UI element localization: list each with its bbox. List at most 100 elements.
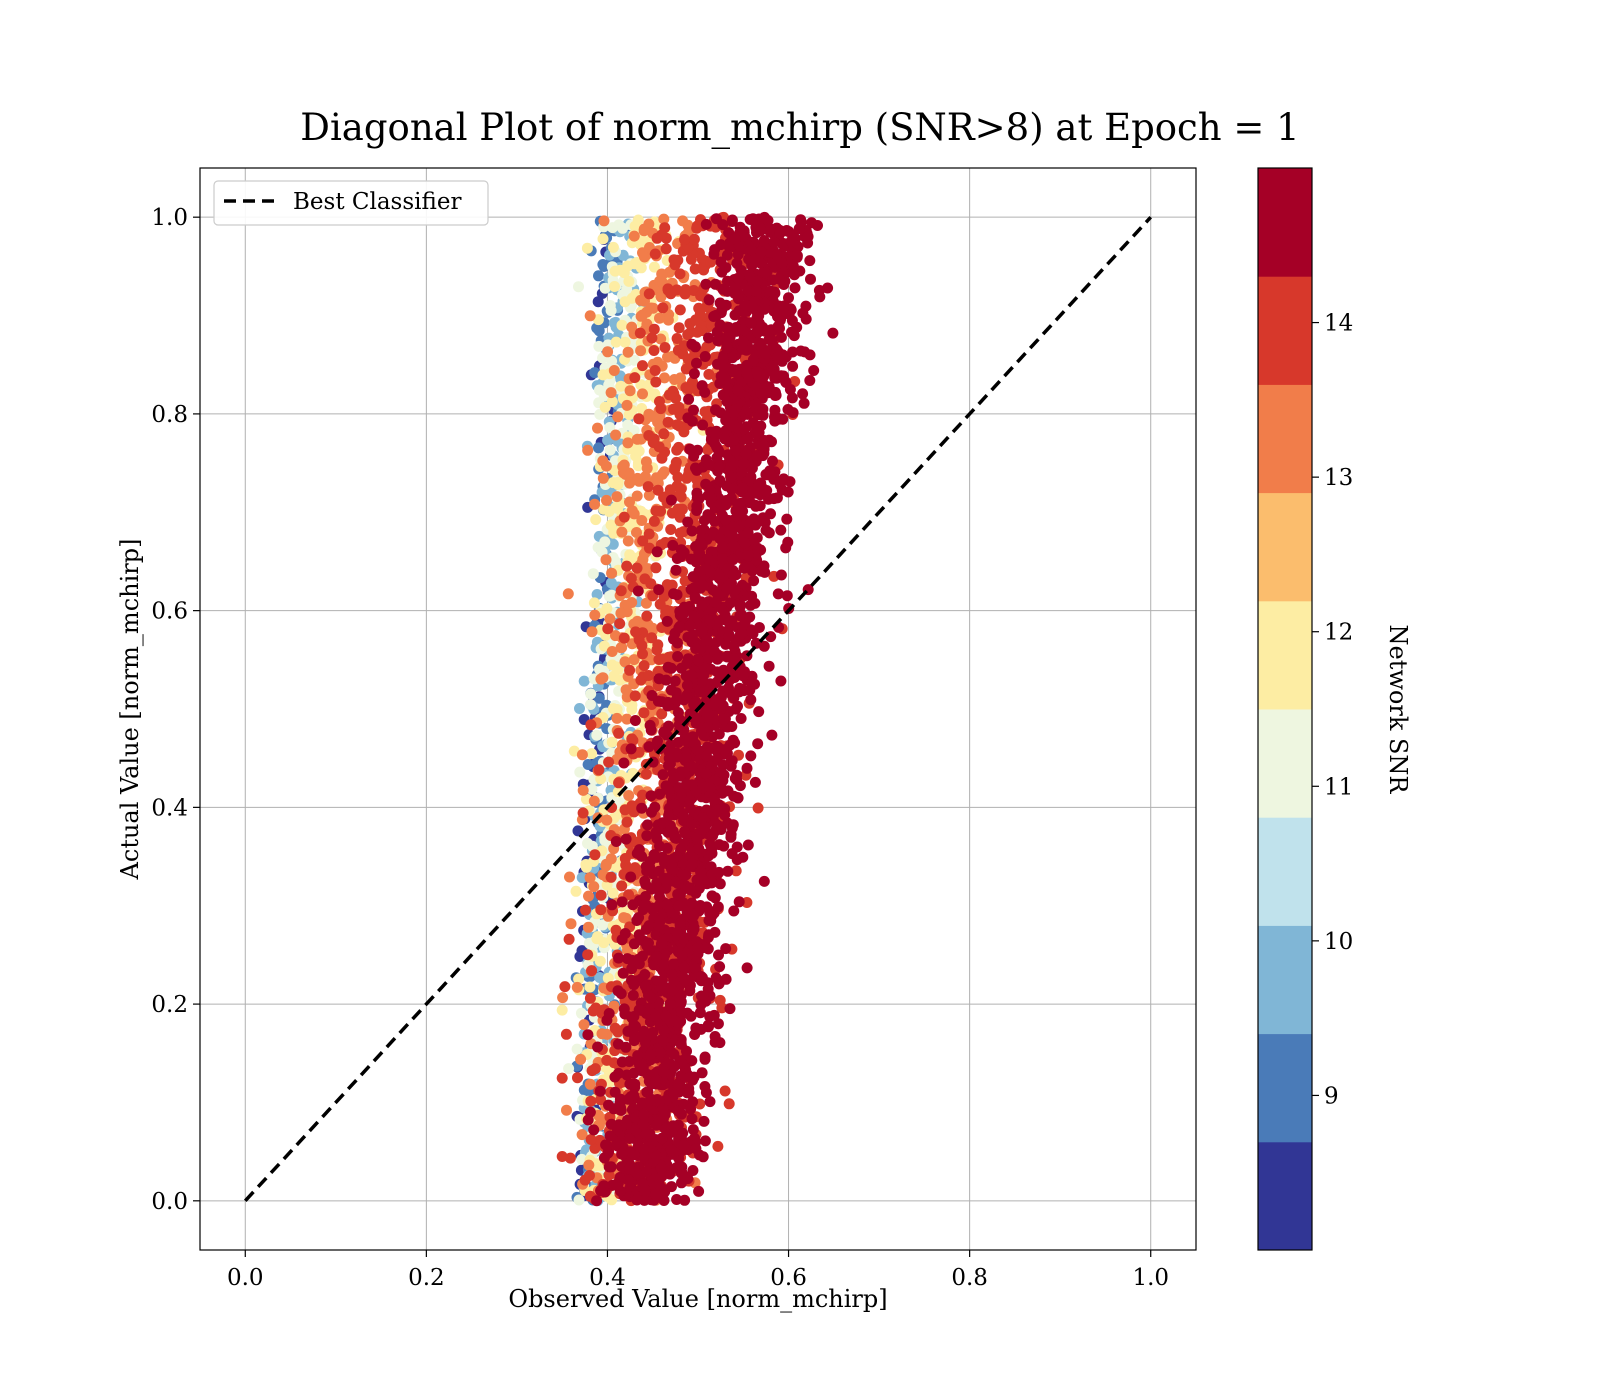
scatter-point xyxy=(621,399,633,411)
scatter-point xyxy=(582,921,594,933)
scatter-point xyxy=(759,211,770,223)
colorbar-frame xyxy=(1257,167,1313,1251)
scatter-point xyxy=(632,214,644,226)
scatter-point xyxy=(586,783,598,795)
scatter-point xyxy=(592,296,604,308)
scatter-point xyxy=(647,904,659,916)
scatter-point xyxy=(584,981,596,993)
scatter-point xyxy=(703,294,715,306)
scatter-point xyxy=(657,1113,669,1125)
scatter-point xyxy=(654,396,665,407)
scatter-point xyxy=(638,660,650,672)
scatter-point xyxy=(759,347,771,359)
scatter-point xyxy=(672,1078,684,1090)
scatter-point xyxy=(676,950,688,962)
scatter-point xyxy=(753,622,765,633)
scatter-point xyxy=(592,1041,604,1053)
scatter-point xyxy=(703,332,714,344)
scatter-point xyxy=(597,672,609,684)
scatter-point xyxy=(594,955,606,967)
scatter-point xyxy=(673,900,685,912)
scatter-point xyxy=(679,288,691,300)
scatter-point xyxy=(729,445,741,457)
scatter-point xyxy=(642,819,653,831)
scatter-point xyxy=(688,233,700,245)
scatter-point xyxy=(715,256,727,268)
scatter-point xyxy=(643,741,655,753)
scatter-point xyxy=(578,675,590,687)
scatter-point xyxy=(602,346,614,358)
scatter-point xyxy=(685,859,697,870)
scatter-point xyxy=(640,891,651,902)
scatter-point xyxy=(731,257,743,269)
scatter-point xyxy=(708,1009,720,1021)
scatter-point xyxy=(656,708,668,720)
scatter-point xyxy=(618,757,630,769)
scatter-point xyxy=(702,931,714,943)
scatter-point xyxy=(650,376,662,388)
scatter-point xyxy=(713,949,724,961)
scatter-point xyxy=(719,410,731,422)
scatter-point xyxy=(674,304,686,316)
scatter-point xyxy=(693,882,705,894)
scatter-point xyxy=(656,1132,668,1144)
scatter-point xyxy=(631,490,643,502)
scatter-point xyxy=(742,839,754,851)
scatter-point xyxy=(674,489,686,501)
scatter-point xyxy=(622,535,634,547)
scatter-point xyxy=(728,540,739,552)
scatter-point xyxy=(649,365,661,376)
scatter-point xyxy=(583,890,594,902)
scatter-point xyxy=(633,1004,645,1016)
scatter-point xyxy=(716,1002,728,1014)
scatter-point xyxy=(594,1085,606,1097)
scatter-point xyxy=(609,1022,621,1034)
scatter-point xyxy=(674,770,686,782)
scatter-point xyxy=(645,302,657,314)
scatter-point xyxy=(782,536,794,548)
scatter-point xyxy=(712,741,724,753)
scatter-point xyxy=(610,429,622,441)
scatter-point xyxy=(749,776,761,788)
scatter-point xyxy=(703,368,715,380)
scatter-point xyxy=(741,762,753,774)
scatter-point xyxy=(563,1063,575,1075)
scatter-point xyxy=(648,323,660,335)
scatter-point xyxy=(649,801,661,813)
scatter-point xyxy=(627,989,639,1001)
scatter-point xyxy=(732,792,744,804)
scatter-point xyxy=(617,461,629,473)
scatter-point xyxy=(726,216,738,227)
scatter-point xyxy=(656,452,668,464)
scatter-point xyxy=(747,213,759,225)
scatter-point xyxy=(746,462,758,474)
scatter-point xyxy=(737,851,749,863)
scatter-point xyxy=(763,327,775,339)
scatter-point xyxy=(612,1038,624,1050)
scatter-point xyxy=(600,460,612,472)
scatter-point xyxy=(604,444,616,456)
scatter-point xyxy=(671,333,683,344)
scatter-point xyxy=(614,1093,626,1105)
scatter-point xyxy=(709,793,720,805)
scatter-point xyxy=(704,782,716,794)
scatter-point xyxy=(675,1070,687,1082)
scatter-point xyxy=(732,249,744,261)
scatter-point xyxy=(637,388,648,400)
scatter-point xyxy=(813,284,825,296)
scatter-point xyxy=(636,640,648,652)
scatter-point xyxy=(637,360,648,372)
scatter-point xyxy=(665,288,677,300)
scatter-point xyxy=(612,411,624,423)
scatter-point xyxy=(701,634,713,646)
scatter-point xyxy=(745,750,757,762)
scatter-point xyxy=(653,584,665,596)
scatter-point xyxy=(675,1038,687,1050)
scatter-point xyxy=(702,983,714,995)
scatter-point xyxy=(685,1103,697,1115)
scatter-point xyxy=(638,707,650,719)
scatter-point xyxy=(712,1140,724,1152)
scatter-point xyxy=(715,370,727,382)
colorbar-bin xyxy=(1258,384,1312,494)
scatter-point xyxy=(643,288,655,300)
